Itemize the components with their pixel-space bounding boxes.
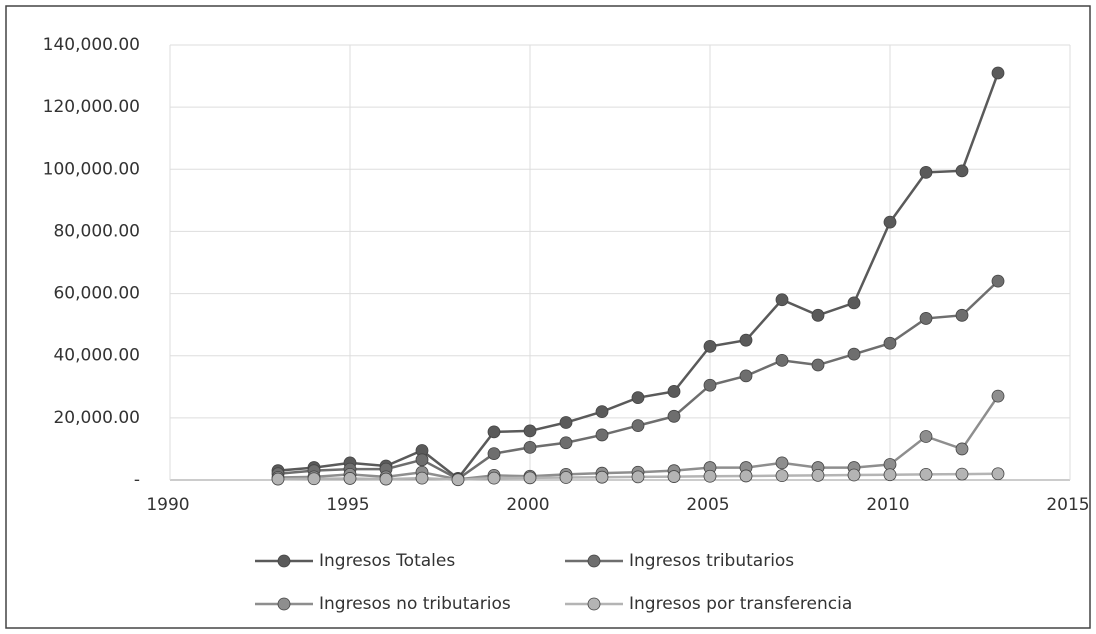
point xyxy=(739,333,753,347)
point xyxy=(775,456,789,470)
legend-label: Ingresos Totales xyxy=(319,551,455,571)
point xyxy=(631,391,645,405)
legend-label: Ingresos tributarios xyxy=(629,551,794,571)
point xyxy=(883,468,897,482)
point xyxy=(739,369,753,383)
point xyxy=(343,472,357,485)
legend-marker xyxy=(277,597,291,611)
point xyxy=(955,164,969,178)
point xyxy=(955,308,969,322)
point xyxy=(991,274,1005,288)
point xyxy=(559,471,573,484)
y-tick-label: 40,000.00 xyxy=(53,346,140,366)
point xyxy=(991,66,1005,80)
point xyxy=(703,339,717,353)
point xyxy=(523,440,537,454)
point xyxy=(919,312,933,325)
point xyxy=(595,428,609,442)
point xyxy=(883,336,897,350)
y-tick-label: 120,000.00 xyxy=(43,97,140,117)
legend-label: Ingresos por transferencia xyxy=(629,594,852,614)
legend-marker xyxy=(587,554,601,568)
point xyxy=(415,471,429,485)
point xyxy=(919,165,933,179)
legend-label: Ingresos no tributarios xyxy=(319,594,511,614)
point xyxy=(811,468,825,482)
point xyxy=(955,442,969,456)
y-tick-label: - xyxy=(134,470,140,490)
point xyxy=(955,467,969,481)
x-tick-label: 2000 xyxy=(506,495,549,515)
point xyxy=(991,389,1005,403)
point xyxy=(739,469,753,483)
point xyxy=(595,405,609,419)
point xyxy=(775,469,789,483)
x-tick-label: 2015 xyxy=(1046,495,1089,515)
y-tick-label: 80,000.00 xyxy=(53,221,140,241)
y-tick-label: 60,000.00 xyxy=(53,284,140,304)
point xyxy=(991,467,1005,481)
point xyxy=(487,471,501,485)
point xyxy=(847,468,861,482)
y-tick-label: 100,000.00 xyxy=(43,159,140,179)
point xyxy=(667,409,681,423)
point xyxy=(307,472,321,486)
point xyxy=(523,471,537,485)
x-tick-label: 2010 xyxy=(866,495,909,515)
point xyxy=(559,436,573,450)
point xyxy=(703,378,717,392)
point xyxy=(919,468,933,481)
x-tick-label: 1995 xyxy=(326,495,369,515)
point xyxy=(487,447,501,460)
point xyxy=(595,470,609,484)
point xyxy=(667,385,681,398)
y-tick-label: 20,000.00 xyxy=(53,408,140,428)
point xyxy=(631,419,645,433)
point xyxy=(775,353,789,367)
point xyxy=(487,425,501,439)
point xyxy=(847,296,861,310)
point xyxy=(415,453,429,467)
point xyxy=(451,473,465,487)
point xyxy=(811,358,825,372)
point xyxy=(703,469,717,483)
y-tick-label: 140,000.00 xyxy=(43,35,140,55)
point xyxy=(523,424,537,438)
point xyxy=(847,347,861,361)
legend-marker xyxy=(277,554,291,568)
x-tick-label: 2005 xyxy=(686,495,729,515)
point xyxy=(271,472,285,486)
x-tick-label: 1990 xyxy=(146,495,189,515)
point xyxy=(379,472,393,486)
point xyxy=(919,430,933,443)
point xyxy=(559,416,573,429)
point xyxy=(631,470,645,484)
chart-border xyxy=(5,5,1091,629)
point xyxy=(883,215,897,229)
point xyxy=(775,293,789,307)
legend-marker xyxy=(587,597,601,611)
point xyxy=(811,308,825,322)
point xyxy=(667,470,681,483)
